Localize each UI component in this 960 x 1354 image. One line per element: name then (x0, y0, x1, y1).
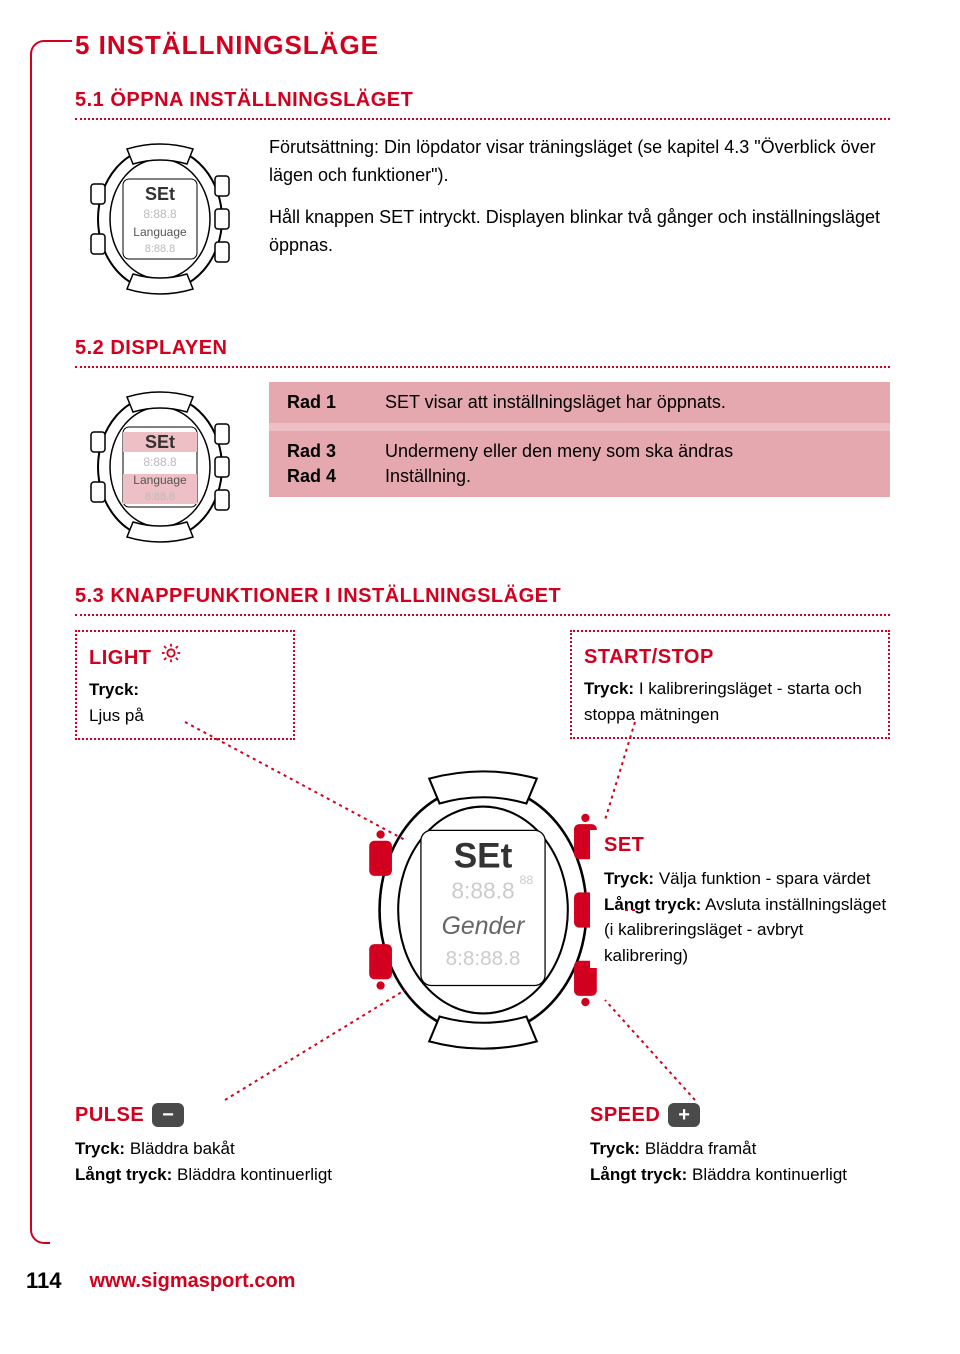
svg-text:8:8:88.8: 8:8:88.8 (445, 947, 520, 970)
light-tryck-label: Tryck: (89, 680, 139, 699)
section-5-1-title: 5.1 ÖPPNA INSTÄLLNINGSLÄGET (75, 89, 890, 112)
svg-text:SEt: SEt (453, 837, 512, 876)
pulse-box: PULSE − Tryck: Bläddra bakåt Långt tryck… (75, 1100, 375, 1187)
table-row: Rad 4 Inställning. (269, 464, 890, 497)
speed-long-label: Långt tryck: (590, 1165, 687, 1184)
page-border (30, 80, 50, 1244)
chapter-title: 5 INSTÄLLNINGSLÄGE (75, 30, 890, 61)
row-text: Undermeny eller den meny som ska ändras (385, 441, 733, 462)
s51-paragraph-2: Håll knappen SET intryckt. Displayen bli… (269, 204, 890, 260)
watch-line3: Language (133, 225, 187, 239)
speed-long-text: Bläddra kontinuerligt (692, 1165, 847, 1184)
light-box: LIGHT Tryck: Ljus på (75, 630, 295, 740)
minus-icon: − (152, 1103, 184, 1127)
row-text: SET visar att inställningsläget har öppn… (385, 392, 726, 413)
light-text: Ljus på (89, 703, 281, 729)
svg-text:8:88.8: 8:88.8 (451, 878, 514, 904)
pulse-tryck-label: Tryck: (75, 1139, 125, 1158)
speed-tryck-text: Bläddra framåt (645, 1139, 757, 1158)
pulse-long-text: Bläddra kontinuerligt (177, 1165, 332, 1184)
set-tryck-text: Välja funktion - spara värdet (659, 869, 871, 888)
s51-paragraph-1: Förutsättning: Din löpdator visar tränin… (269, 134, 890, 190)
svg-text:88: 88 (519, 873, 533, 887)
startstop-tryck-label: Tryck: (584, 679, 634, 698)
display-rows-table: Rad 1 SET visar att inställningsläget ha… (269, 382, 890, 497)
sun-icon (160, 642, 182, 673)
watch-line1: SEt (145, 184, 175, 204)
divider (75, 118, 890, 120)
pulse-long-label: Långt tryck: (75, 1165, 172, 1184)
row-label: Rad 3 (287, 441, 367, 462)
startstop-box: START/STOP Tryck: I kalibreringsläget - … (570, 630, 890, 739)
speed-box: SPEED + Tryck: Bläddra framåt Långt tryc… (590, 1100, 890, 1187)
svg-text:Language: Language (133, 473, 187, 487)
pulse-title: PULSE (75, 1100, 144, 1130)
watch-illustration-5-1: SEt 8:88.8 Language 8:88.8 (75, 134, 245, 309)
svg-text:8:88.8: 8:88.8 (145, 491, 176, 503)
svg-text:8:88.8: 8:88.8 (143, 207, 177, 221)
button-functions-layout: LIGHT Tryck: Ljus på START/STOP Tryck: I… (75, 630, 890, 1250)
page-number: 114 (26, 1268, 62, 1294)
set-tryck-label: Tryck: (604, 869, 654, 888)
row-text: Inställning. (385, 466, 471, 487)
svg-text:Gender: Gender (441, 913, 525, 940)
svg-text:SEt: SEt (145, 432, 175, 452)
table-row: Rad 3 Undermeny eller den meny som ska ä… (269, 431, 890, 464)
table-row: Rad 1 SET visar att inställningsläget ha… (269, 382, 890, 423)
speed-title: SPEED (590, 1100, 660, 1130)
speed-tryck-label: Tryck: (590, 1139, 640, 1158)
divider (75, 614, 890, 616)
page-footer: 114 www.sigmasport.com (0, 1268, 920, 1294)
svg-text:8:88.8: 8:88.8 (143, 455, 177, 469)
set-title: SET (604, 830, 644, 860)
svg-text:8:88.8: 8:88.8 (145, 243, 176, 255)
pulse-tryck-text: Bläddra bakåt (130, 1139, 235, 1158)
startstop-title: START/STOP (584, 642, 714, 672)
section-5-3-title: 5.3 KNAPPFUNKTIONER I INSTÄLLNINGSLÄGET (75, 585, 890, 608)
light-title: LIGHT (89, 643, 152, 673)
footer-url: www.sigmasport.com (90, 1270, 296, 1293)
watch-illustration-5-2: SEt 8:88.8 Language 8:88.8 (75, 382, 245, 557)
set-long-label: Långt tryck: (604, 895, 701, 914)
section-5-2-title: 5.2 DISPLAYEN (75, 337, 890, 360)
row-label: Rad 1 (287, 392, 367, 413)
row-label: Rad 4 (287, 466, 367, 487)
divider (75, 366, 890, 368)
watch-illustration-5-3: SEt 8:88.8 88 Gender 8:8:88.8 (348, 760, 618, 1065)
plus-icon: + (668, 1103, 700, 1127)
set-box: SET Tryck: Välja funktion - spara värdet… (590, 830, 890, 968)
